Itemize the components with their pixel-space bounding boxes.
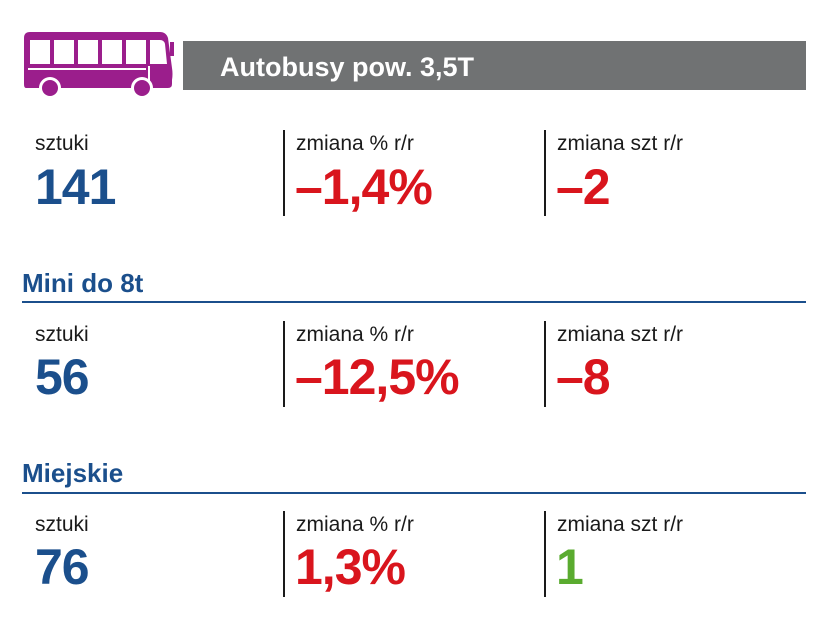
stat-value-percent-change: 1,3% (295, 539, 406, 595)
column-divider (283, 321, 285, 407)
stat-value-units: 141 (35, 159, 116, 215)
section-title-city: Miejskie (22, 458, 124, 488)
section-rule (22, 492, 806, 494)
column-divider (544, 321, 546, 407)
stat-value-units-change: –8 (556, 349, 611, 405)
stat-label-units-change: zmiana szt r/r (557, 132, 684, 155)
column-divider (283, 130, 285, 216)
bus-icon (24, 32, 174, 99)
section-rule (22, 301, 806, 303)
stat-label-units-change: zmiana szt r/r (557, 513, 684, 536)
stat-value-units-change: 1 (556, 539, 584, 595)
column-divider (544, 130, 546, 216)
stat-label-units: sztuki (35, 132, 89, 155)
column-divider (544, 511, 546, 597)
stat-value-units: 76 (35, 539, 90, 595)
stat-value-percent-change: –1,4% (295, 159, 433, 215)
section-title-mini: Mini do 8t (22, 268, 144, 298)
stat-label-units-change: zmiana szt r/r (557, 323, 684, 346)
header-bar (183, 41, 806, 90)
stat-value-units: 56 (35, 349, 90, 405)
stat-label-units: sztuki (35, 323, 89, 346)
column-divider (283, 511, 285, 597)
stat-label-units: sztuki (35, 513, 89, 536)
stat-label-percent-change: zmiana % r/r (296, 323, 414, 346)
page-title: Autobusy pow. 3,5T (220, 52, 475, 82)
stat-label-percent-change: zmiana % r/r (296, 513, 414, 536)
stat-value-units-change: –2 (556, 159, 611, 215)
stat-label-percent-change: zmiana % r/r (296, 132, 414, 155)
stat-value-percent-change: –12,5% (295, 349, 460, 405)
